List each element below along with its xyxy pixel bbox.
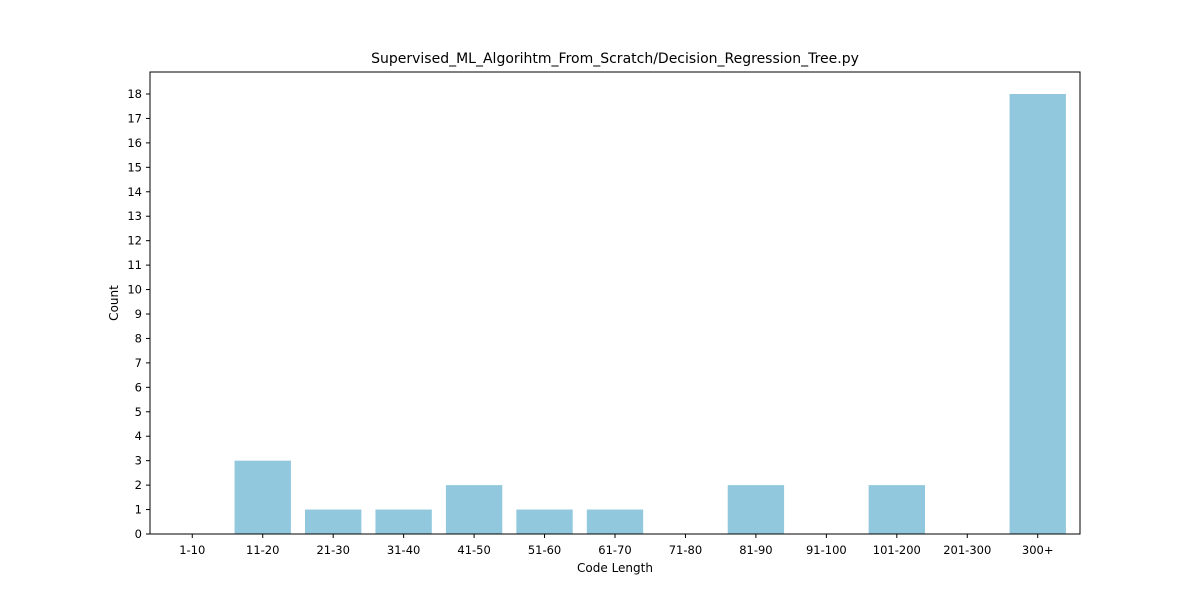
y-tick-label: 7 xyxy=(135,356,142,370)
y-tick-label: 5 xyxy=(135,405,142,419)
y-tick-label: 3 xyxy=(135,454,142,468)
y-tick-label: 4 xyxy=(135,429,142,443)
bar-300+ xyxy=(1009,94,1066,534)
x-tick-label: 1-10 xyxy=(179,543,205,557)
bar-81-90 xyxy=(727,485,785,534)
bar-11-20 xyxy=(234,460,291,534)
y-tick-label: 16 xyxy=(127,136,142,150)
x-tick-label: 300+ xyxy=(1022,543,1054,557)
y-tick-label: 17 xyxy=(127,111,142,125)
y-tick-label: 12 xyxy=(127,234,142,248)
y-tick-label: 6 xyxy=(135,380,142,394)
y-axis-label: Count xyxy=(107,285,121,321)
chart-title: Supervised_ML_Algorihtm_From_Scratch/Dec… xyxy=(371,51,859,67)
y-tick-label: 15 xyxy=(127,160,142,174)
bar-41-50 xyxy=(445,485,503,534)
x-tick-label: 31-40 xyxy=(387,543,420,557)
y-tick-label: 9 xyxy=(135,307,142,321)
x-axis-ticks: 1-10 11-20 21-30 31-40 41-50 51-60 61-70 71-80 8… xyxy=(179,534,1054,557)
y-tick-label: 10 xyxy=(127,283,142,297)
x-axis-label: Code Length xyxy=(577,561,653,575)
y-tick-label: 2 xyxy=(135,478,142,492)
bar-31-40 xyxy=(375,509,432,534)
x-tick-label: 81-90 xyxy=(739,543,772,557)
y-tick-label: 11 xyxy=(127,258,142,272)
x-tick-label: 51-60 xyxy=(528,543,561,557)
x-tick-label: 201-300 xyxy=(943,543,991,557)
bar-101-200 xyxy=(868,485,925,534)
x-tick-label: 71-80 xyxy=(669,543,702,557)
bar-51-60 xyxy=(516,509,573,534)
x-tick-label: 11-20 xyxy=(246,543,279,557)
x-tick-label: 101-200 xyxy=(873,543,921,557)
y-tick-label: 18 xyxy=(127,87,142,101)
x-tick-label: 21-30 xyxy=(316,543,349,557)
x-tick-label: 41-50 xyxy=(457,543,490,557)
y-tick-label: 0 xyxy=(135,527,142,541)
y-tick-label: 8 xyxy=(135,331,142,345)
bars-layer xyxy=(234,94,1066,534)
y-tick-label: 14 xyxy=(127,185,142,199)
y-tick-label: 1 xyxy=(135,503,142,517)
bar-21-30 xyxy=(305,509,362,534)
bar-61-70 xyxy=(586,509,644,534)
x-tick-label: 91-100 xyxy=(806,543,847,557)
y-tick-label: 13 xyxy=(127,209,142,223)
x-tick-label: 61-70 xyxy=(598,543,631,557)
